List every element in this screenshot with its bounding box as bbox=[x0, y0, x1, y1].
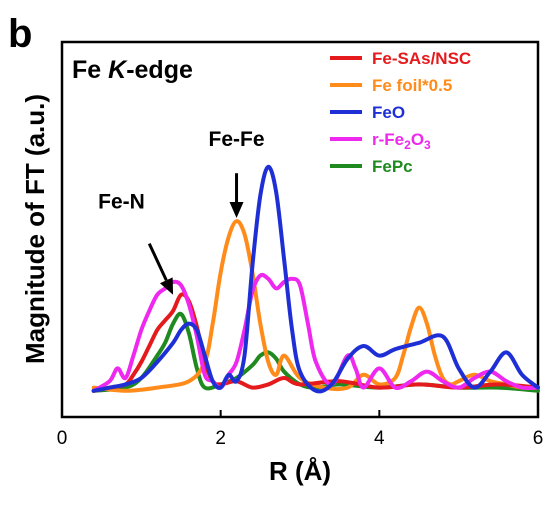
series-line-2 bbox=[91, 164, 540, 394]
series-line-3 bbox=[91, 272, 540, 393]
x-axis-title: R (Å) bbox=[269, 456, 331, 486]
x-tick-label: 6 bbox=[533, 428, 544, 449]
peak-annotation-label: Fe-N bbox=[98, 190, 145, 213]
annotation-arrow-head bbox=[159, 277, 174, 295]
legend: Fe-SAs/NSC Fe foil*0.5 FeO r-Fe2O3 FePc bbox=[330, 49, 471, 176]
series-line-1 bbox=[91, 219, 540, 393]
annotation-layer: Fe-N Fe-Fe bbox=[98, 128, 265, 295]
x-tick-label: 4 bbox=[374, 428, 385, 449]
edge-title-prefix: Fe bbox=[72, 56, 108, 84]
legend-label: Fe-SAs/NSC bbox=[372, 49, 471, 68]
peak-annotation-label: Fe-Fe bbox=[209, 128, 265, 151]
legend-label: Fe foil*0.5 bbox=[372, 76, 452, 95]
edge-title-italic: K bbox=[108, 56, 128, 84]
plot-frame bbox=[60, 40, 540, 419]
panel-label: b bbox=[8, 12, 32, 56]
edge-annotation-title: Fe K-edge bbox=[72, 56, 193, 84]
annotation-arrow-head bbox=[229, 202, 244, 218]
series-layer bbox=[91, 164, 540, 394]
edge-title-suffix: -edge bbox=[126, 56, 193, 84]
y-axis-title: Magnitude of FT (a.u.) bbox=[20, 94, 50, 364]
annotation-arrow-shaft bbox=[147, 242, 168, 281]
x-tick-label: 2 bbox=[215, 428, 226, 449]
x-tick-label: 0 bbox=[57, 428, 68, 449]
legend-label: FePc bbox=[372, 157, 413, 176]
x-axis-ticks: 0 2 4 6 bbox=[57, 410, 544, 449]
legend-label: r-Fe2O3 bbox=[372, 130, 431, 152]
legend-label: FeO bbox=[372, 103, 405, 122]
